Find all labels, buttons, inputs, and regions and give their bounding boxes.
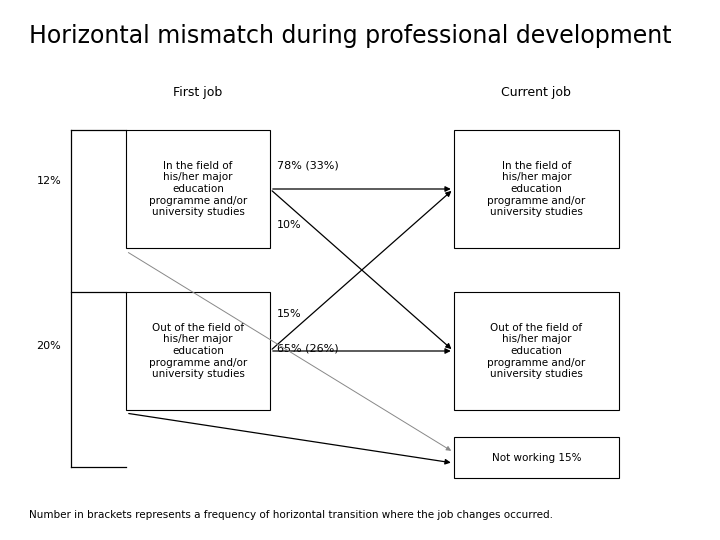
Text: Not working 15%: Not working 15% bbox=[492, 453, 581, 463]
Bar bbox=[454, 130, 619, 248]
Bar bbox=[454, 437, 619, 478]
Text: 15%: 15% bbox=[277, 308, 302, 319]
Bar bbox=[126, 130, 270, 248]
Text: First job: First job bbox=[174, 86, 222, 99]
Text: In the field of
his/her major
education
programme and/or
university studies: In the field of his/her major education … bbox=[487, 161, 585, 217]
Text: Number in brackets represents a frequency of horizontal transition where the job: Number in brackets represents a frequenc… bbox=[29, 510, 553, 521]
Text: 10%: 10% bbox=[277, 219, 302, 230]
Text: 20%: 20% bbox=[37, 341, 61, 350]
Text: Current job: Current job bbox=[501, 86, 572, 99]
Text: Out of the field of
his/her major
education
programme and/or
university studies: Out of the field of his/her major educat… bbox=[487, 323, 585, 379]
Text: 78% (33%): 78% (33%) bbox=[277, 160, 339, 170]
Text: Out of the field of
his/her major
education
programme and/or
university studies: Out of the field of his/her major educat… bbox=[149, 323, 247, 379]
Text: In the field of
his/her major
education
programme and/or
university studies: In the field of his/her major education … bbox=[149, 161, 247, 217]
Text: Horizontal mismatch during professional development: Horizontal mismatch during professional … bbox=[29, 24, 672, 48]
Text: 12%: 12% bbox=[37, 176, 61, 186]
Text: 65% (26%): 65% (26%) bbox=[277, 343, 339, 354]
Bar bbox=[126, 292, 270, 410]
Bar bbox=[454, 292, 619, 410]
